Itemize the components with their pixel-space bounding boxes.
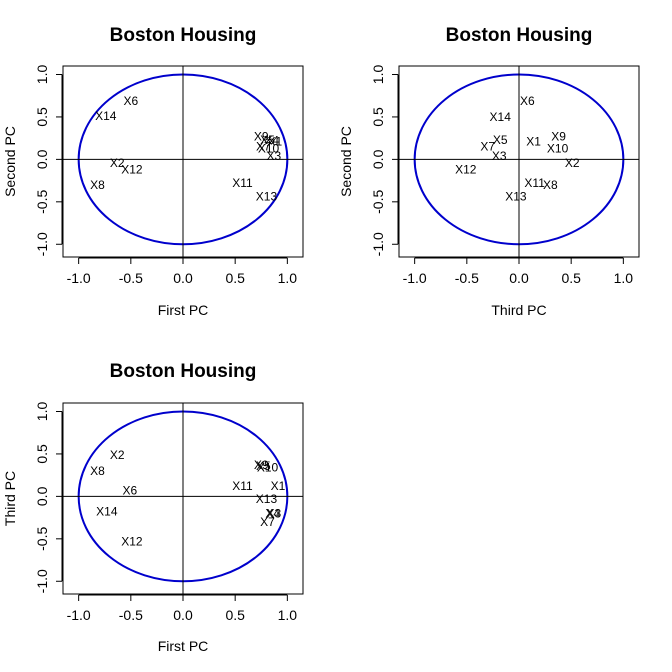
- point-label-x1: X1: [267, 135, 282, 149]
- y-tick-label: 0.0: [370, 149, 386, 169]
- x-tick-label: 1.0: [278, 270, 298, 286]
- point-label-x14: X14: [95, 109, 117, 123]
- x-tick-label: -0.5: [455, 270, 479, 286]
- plot-title: Boston Housing: [110, 361, 257, 382]
- point-label-x14: X14: [96, 505, 118, 519]
- point-label-x2: X2: [110, 156, 125, 170]
- y-axis-label: Second PC: [2, 126, 18, 197]
- plot-panel-2: Boston Housing -1.0 -0.5 0.0 0.5 1.0 -1.0 -0.5 0…: [338, 25, 640, 318]
- y-tick-label: 0.5: [34, 107, 50, 127]
- point-label-x5: X5: [493, 133, 508, 147]
- point-label-x8: X8: [90, 464, 105, 478]
- x-tick-label: 1.0: [614, 270, 634, 286]
- point-label-x13: X13: [256, 190, 278, 204]
- plot-panel-3: Boston Housing -1.0 -0.5 0.0 0.5 1.0 -1.0 -0.5 0…: [2, 361, 304, 654]
- point-label-x8: X8: [543, 178, 558, 192]
- x-axis-label: First PC: [158, 638, 209, 654]
- point-label-x5: X5: [256, 459, 271, 473]
- point-label-x2: X2: [110, 448, 125, 462]
- point-label-x6: X6: [520, 94, 535, 108]
- point-label-x7: X7: [480, 140, 495, 154]
- point-label-x1: X1: [526, 135, 541, 149]
- x-tick-label: -0.5: [119, 607, 143, 623]
- point-label-x5: X5: [260, 133, 275, 147]
- point-label-x12: X12: [121, 534, 143, 548]
- point-label-x9: X9: [254, 458, 269, 472]
- y-tick-label: -1.0: [34, 232, 50, 256]
- x-tick-label: 0.5: [225, 270, 245, 286]
- point-label-x11: X11: [232, 176, 253, 190]
- point-label-x4: X4: [265, 506, 280, 520]
- y-axis-label: Second PC: [338, 126, 354, 197]
- plot-title: Boston Housing: [110, 25, 257, 46]
- plot-title: Boston Housing: [446, 25, 593, 46]
- point-label-x9: X9: [551, 129, 566, 143]
- x-tick-label: 0.0: [173, 270, 193, 286]
- point-label-x3: X3: [266, 506, 281, 520]
- y-tick-label: 1.0: [34, 402, 50, 422]
- y-tick-label: -0.5: [370, 190, 386, 214]
- y-tick-label: -1.0: [370, 232, 386, 256]
- point-label-x3: X3: [266, 149, 281, 163]
- x-tick-label: 1.0: [278, 607, 298, 623]
- point-label-x13: X13: [505, 190, 527, 204]
- point-label-x7: X7: [260, 515, 275, 529]
- point-label-x1: X1: [271, 479, 286, 493]
- x-tick-label: 0.0: [173, 607, 193, 623]
- x-tick-label: -1.0: [67, 270, 91, 286]
- point-label-x3: X3: [492, 149, 507, 163]
- x-axis-label: Third PC: [491, 302, 546, 318]
- plot-panel-1: Boston Housing -1.0 -0.5 0.0 0.5 1.0 -1.0 -0.5 0…: [2, 25, 304, 318]
- point-label-x12: X12: [455, 163, 477, 177]
- y-tick-label: 0.5: [370, 107, 386, 127]
- y-tick-label: 1.0: [34, 65, 50, 85]
- point-label-x6: X6: [123, 94, 138, 108]
- y-axis-label: Third PC: [2, 471, 18, 526]
- point-label-x12: X12: [121, 163, 143, 177]
- y-tick-label: -0.5: [34, 527, 50, 551]
- point-label-x7: X7: [256, 140, 271, 154]
- point-label-x10: X10: [257, 461, 279, 475]
- y-tick-label: 0.0: [34, 149, 50, 169]
- y-tick-label: 1.0: [370, 65, 386, 85]
- point-label-x8: X8: [90, 178, 105, 192]
- point-label-x11: X11: [524, 176, 545, 190]
- point-label-x10: X10: [547, 141, 569, 155]
- x-tick-label: -1.0: [67, 607, 91, 623]
- x-tick-label: -0.5: [119, 270, 143, 286]
- point-label-x14: X14: [490, 110, 512, 124]
- y-tick-label: -0.5: [34, 190, 50, 214]
- point-label-x6: X6: [122, 483, 137, 497]
- point-label-x10: X10: [258, 141, 280, 155]
- x-tick-label: 0.5: [225, 607, 245, 623]
- x-tick-label: 0.5: [561, 270, 581, 286]
- y-tick-label: -1.0: [34, 569, 50, 593]
- y-tick-label: 0.5: [34, 444, 50, 464]
- y-tick-label: 0.0: [34, 486, 50, 506]
- point-label-x9: X9: [254, 129, 269, 143]
- point-label-x4: X4: [264, 134, 279, 148]
- point-label-x2: X2: [565, 156, 580, 170]
- x-tick-label: 0.0: [509, 270, 529, 286]
- x-axis-label: First PC: [158, 302, 209, 318]
- point-label-x13: X13: [256, 492, 278, 506]
- x-tick-label: -1.0: [403, 270, 427, 286]
- point-label-x11: X11: [232, 479, 253, 493]
